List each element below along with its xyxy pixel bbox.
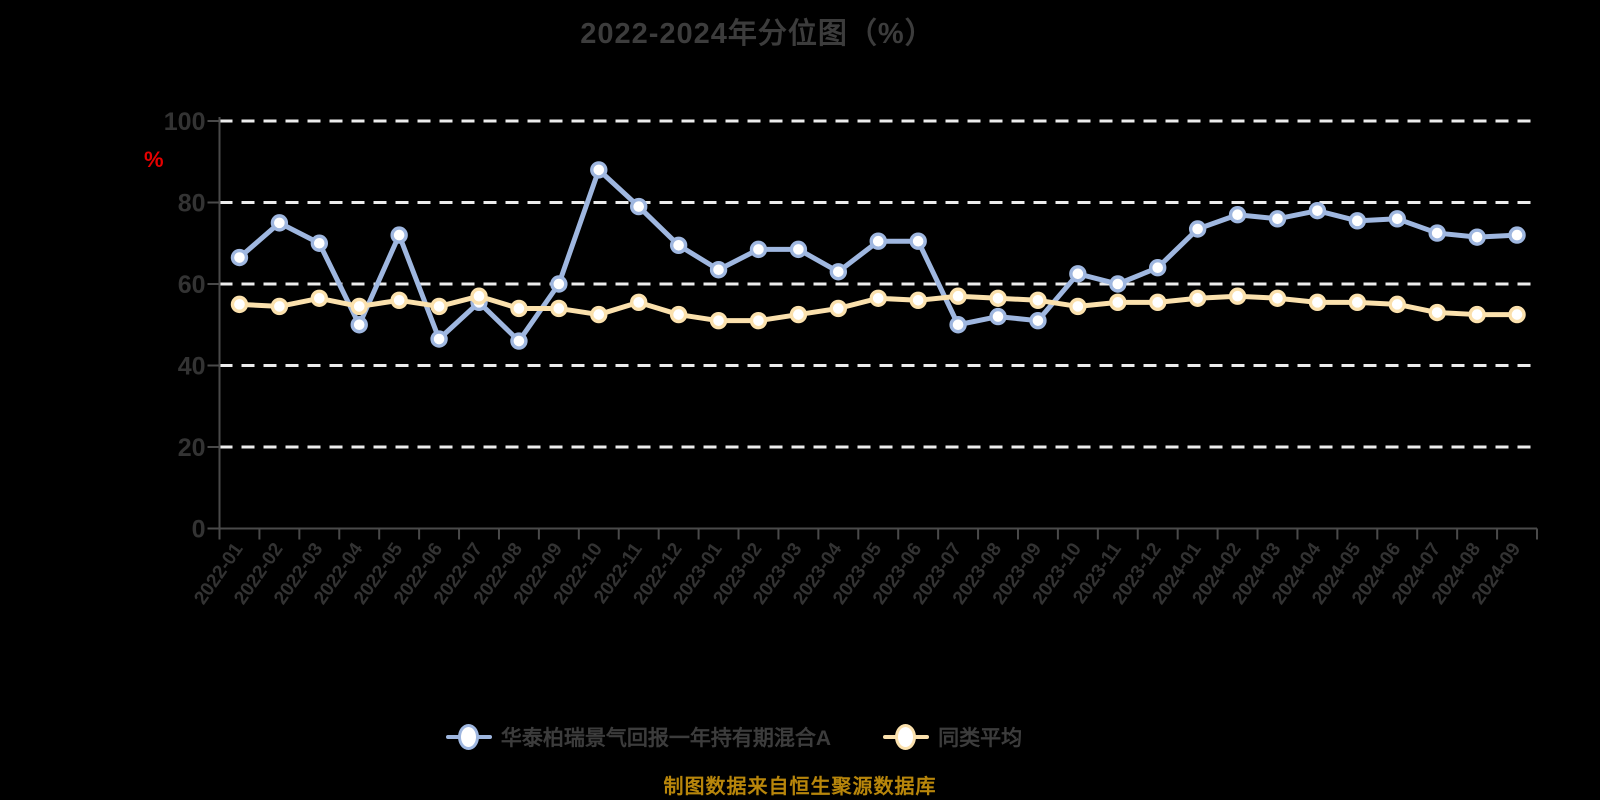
percentile-line-chart: 0 20 40 60 80 100 2022-012022-022022-032022-04…: [164, 108, 1538, 609]
data-source-caption: 制图数据来自恒生聚源数据库: [663, 776, 937, 798]
fund-series-marker-icon: [445, 724, 492, 750]
svg-text:20: 20: [178, 434, 206, 462]
legend-label-fund: 华泰柏瑞景气回报一年持有期混合A: [500, 727, 832, 750]
legend-item-average[interactable]: 同类平均: [883, 722, 1022, 752]
svg-text:60: 60: [178, 271, 206, 299]
svg-text:100: 100: [164, 108, 206, 136]
series-line-1: [230, 287, 1526, 330]
series-line-0: [230, 161, 1526, 350]
legend-item-fund[interactable]: 华泰柏瑞景气回报一年持有期混合A: [445, 722, 832, 752]
svg-text:40: 40: [178, 353, 206, 381]
average-series-marker-icon: [883, 724, 930, 750]
axes: 0 20 40 60 80 100: [164, 108, 1538, 544]
svg-text:80: 80: [178, 190, 206, 218]
x-axis-labels: 2022-012022-022022-032022-042022-052022-…: [190, 539, 1525, 609]
y-axis-unit-label: %: [144, 147, 164, 172]
legend-label-average: 同类平均: [938, 727, 1023, 750]
svg-text:0: 0: [192, 516, 206, 544]
chart-title: 2022-2024年分位图（%）: [580, 18, 935, 50]
chart-legend: 华泰柏瑞景气回报一年持有期混合A 同类平均: [0, 722, 1468, 752]
